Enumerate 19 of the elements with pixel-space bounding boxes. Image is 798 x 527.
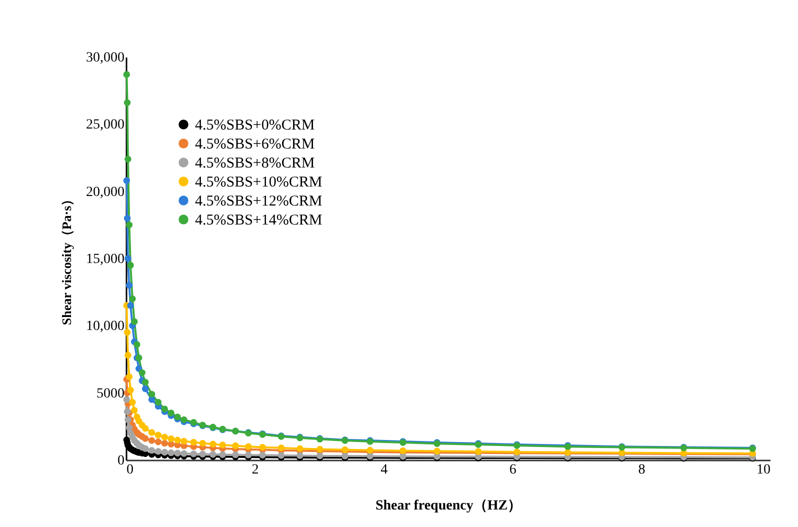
x-tick-label: 8 (638, 462, 646, 478)
legend-label: 4.5%SBS+0%CRM (195, 118, 315, 134)
y-tick-label: 30,000 (86, 50, 124, 66)
legend-label: 4.5%SBS+12%CRM (195, 194, 322, 210)
y-tick-label: 25,000 (86, 118, 124, 133)
legend-label: 4.5%SBS+8%CRM (195, 156, 315, 172)
legend-label: 4.5%SBS+14%CRM (195, 212, 322, 228)
x-tick-label: 10 (756, 462, 770, 478)
legend-label: 4.5%SBS+10%CRM (195, 174, 322, 190)
x-axis-title: Shear frequency（HZ） (375, 498, 522, 514)
x-tick-label: 6 (509, 462, 516, 478)
y-tick-label: 15,000 (86, 252, 124, 267)
x-tick-label: 2 (252, 462, 259, 478)
x-tick-label: 4 (380, 462, 388, 478)
y-tick-label: 5000 (96, 386, 124, 402)
y-axis-title: Shear viscosity（Pa·s） (59, 192, 74, 326)
y-tick-label: 10,000 (86, 319, 124, 334)
y-tick-label: 20,000 (86, 184, 124, 200)
legend-label: 4.5%SBS+6%CRM (195, 136, 315, 152)
